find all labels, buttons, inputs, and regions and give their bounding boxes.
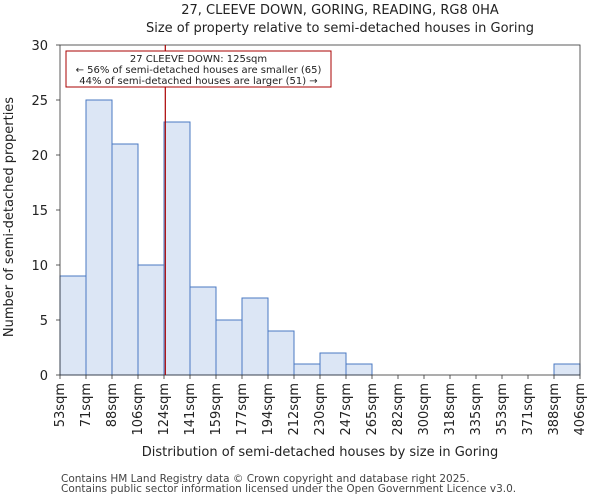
bar-71sqm (85, 99, 113, 376)
plot-frame (59, 44, 581, 376)
y-tick-label: 15 (31, 204, 48, 219)
footer-line-1: Contains HM Land Registry data © Crown c… (61, 473, 470, 485)
x-tick-label: 106sqm (131, 383, 146, 436)
footer-line-2: Contains public sector information licen… (61, 483, 517, 495)
x-tick-label: 300sqm (417, 383, 432, 436)
bar-159sqm (215, 319, 243, 376)
x-tick-label: 265sqm (365, 383, 380, 436)
y-tick-label: 20 (31, 149, 48, 164)
bar-388sqm (553, 363, 581, 376)
bar-88sqm (111, 143, 139, 376)
x-tick-label: 353sqm (495, 383, 510, 436)
x-tick-label: 230sqm (313, 383, 328, 436)
chart-subtitle: Size of property relative to semi-detach… (146, 21, 534, 36)
x-tick-label: 194sqm (261, 383, 276, 436)
bar-177sqm (241, 297, 269, 376)
x-tick-label: 406sqm (573, 383, 588, 436)
bar-194sqm (267, 330, 295, 376)
bar-53sqm (59, 275, 87, 376)
bar-141sqm (189, 286, 217, 376)
y-tick-label: 5 (40, 314, 48, 329)
x-axis-ticks: 53sqm 71sqm 88sqm 106sqm 124sqm 141sqm 159sqm 1… (53, 375, 588, 436)
x-tick-label: 335sqm (469, 383, 484, 436)
bar-124sqm (163, 121, 191, 376)
x-tick-label: 318sqm (443, 383, 458, 436)
x-tick-label: 212sqm (287, 383, 302, 436)
x-tick-label: 247sqm (339, 383, 354, 436)
x-tick-label: 388sqm (547, 383, 562, 436)
x-axis-label: Distribution of semi-detached houses by … (142, 445, 498, 460)
x-tick-label: 124sqm (157, 383, 172, 436)
bar-212sqm (293, 363, 321, 376)
annotation-box (65, 50, 332, 88)
annotation-line-2: ← 56% of semi-detached houses are smalle… (76, 65, 322, 76)
bar-247sqm (345, 363, 373, 376)
x-tick-label: 53sqm (53, 383, 68, 427)
x-tick-label: 177sqm (235, 383, 250, 436)
y-tick-label: 10 (31, 259, 48, 274)
bar-106sqm (137, 264, 165, 376)
y-axis-label: Number of semi-detached properties (2, 97, 17, 337)
y-tick-label: 30 (31, 39, 48, 54)
chart-title: 27, CLEEVE DOWN, GORING, READING, RG8 0H… (181, 3, 499, 18)
x-tick-label: 371sqm (521, 383, 536, 436)
y-tick-label: 25 (31, 94, 48, 109)
x-tick-label: 282sqm (391, 383, 406, 436)
y-axis-ticks: 0 5 10 15 20 25 30 (31, 39, 60, 384)
bar-230sqm (319, 352, 347, 376)
y-tick-label: 0 (40, 369, 48, 384)
x-tick-label: 88sqm (105, 383, 120, 427)
x-tick-label: 141sqm (183, 383, 198, 436)
bars-group (59, 99, 581, 376)
x-tick-label: 71sqm (79, 383, 94, 427)
annotation-line-3: 44% of semi-detached houses are larger (… (79, 76, 317, 87)
annotation-line-1: 27 CLEEVE DOWN: 125sqm (130, 54, 267, 65)
x-tick-label: 159sqm (209, 383, 224, 436)
